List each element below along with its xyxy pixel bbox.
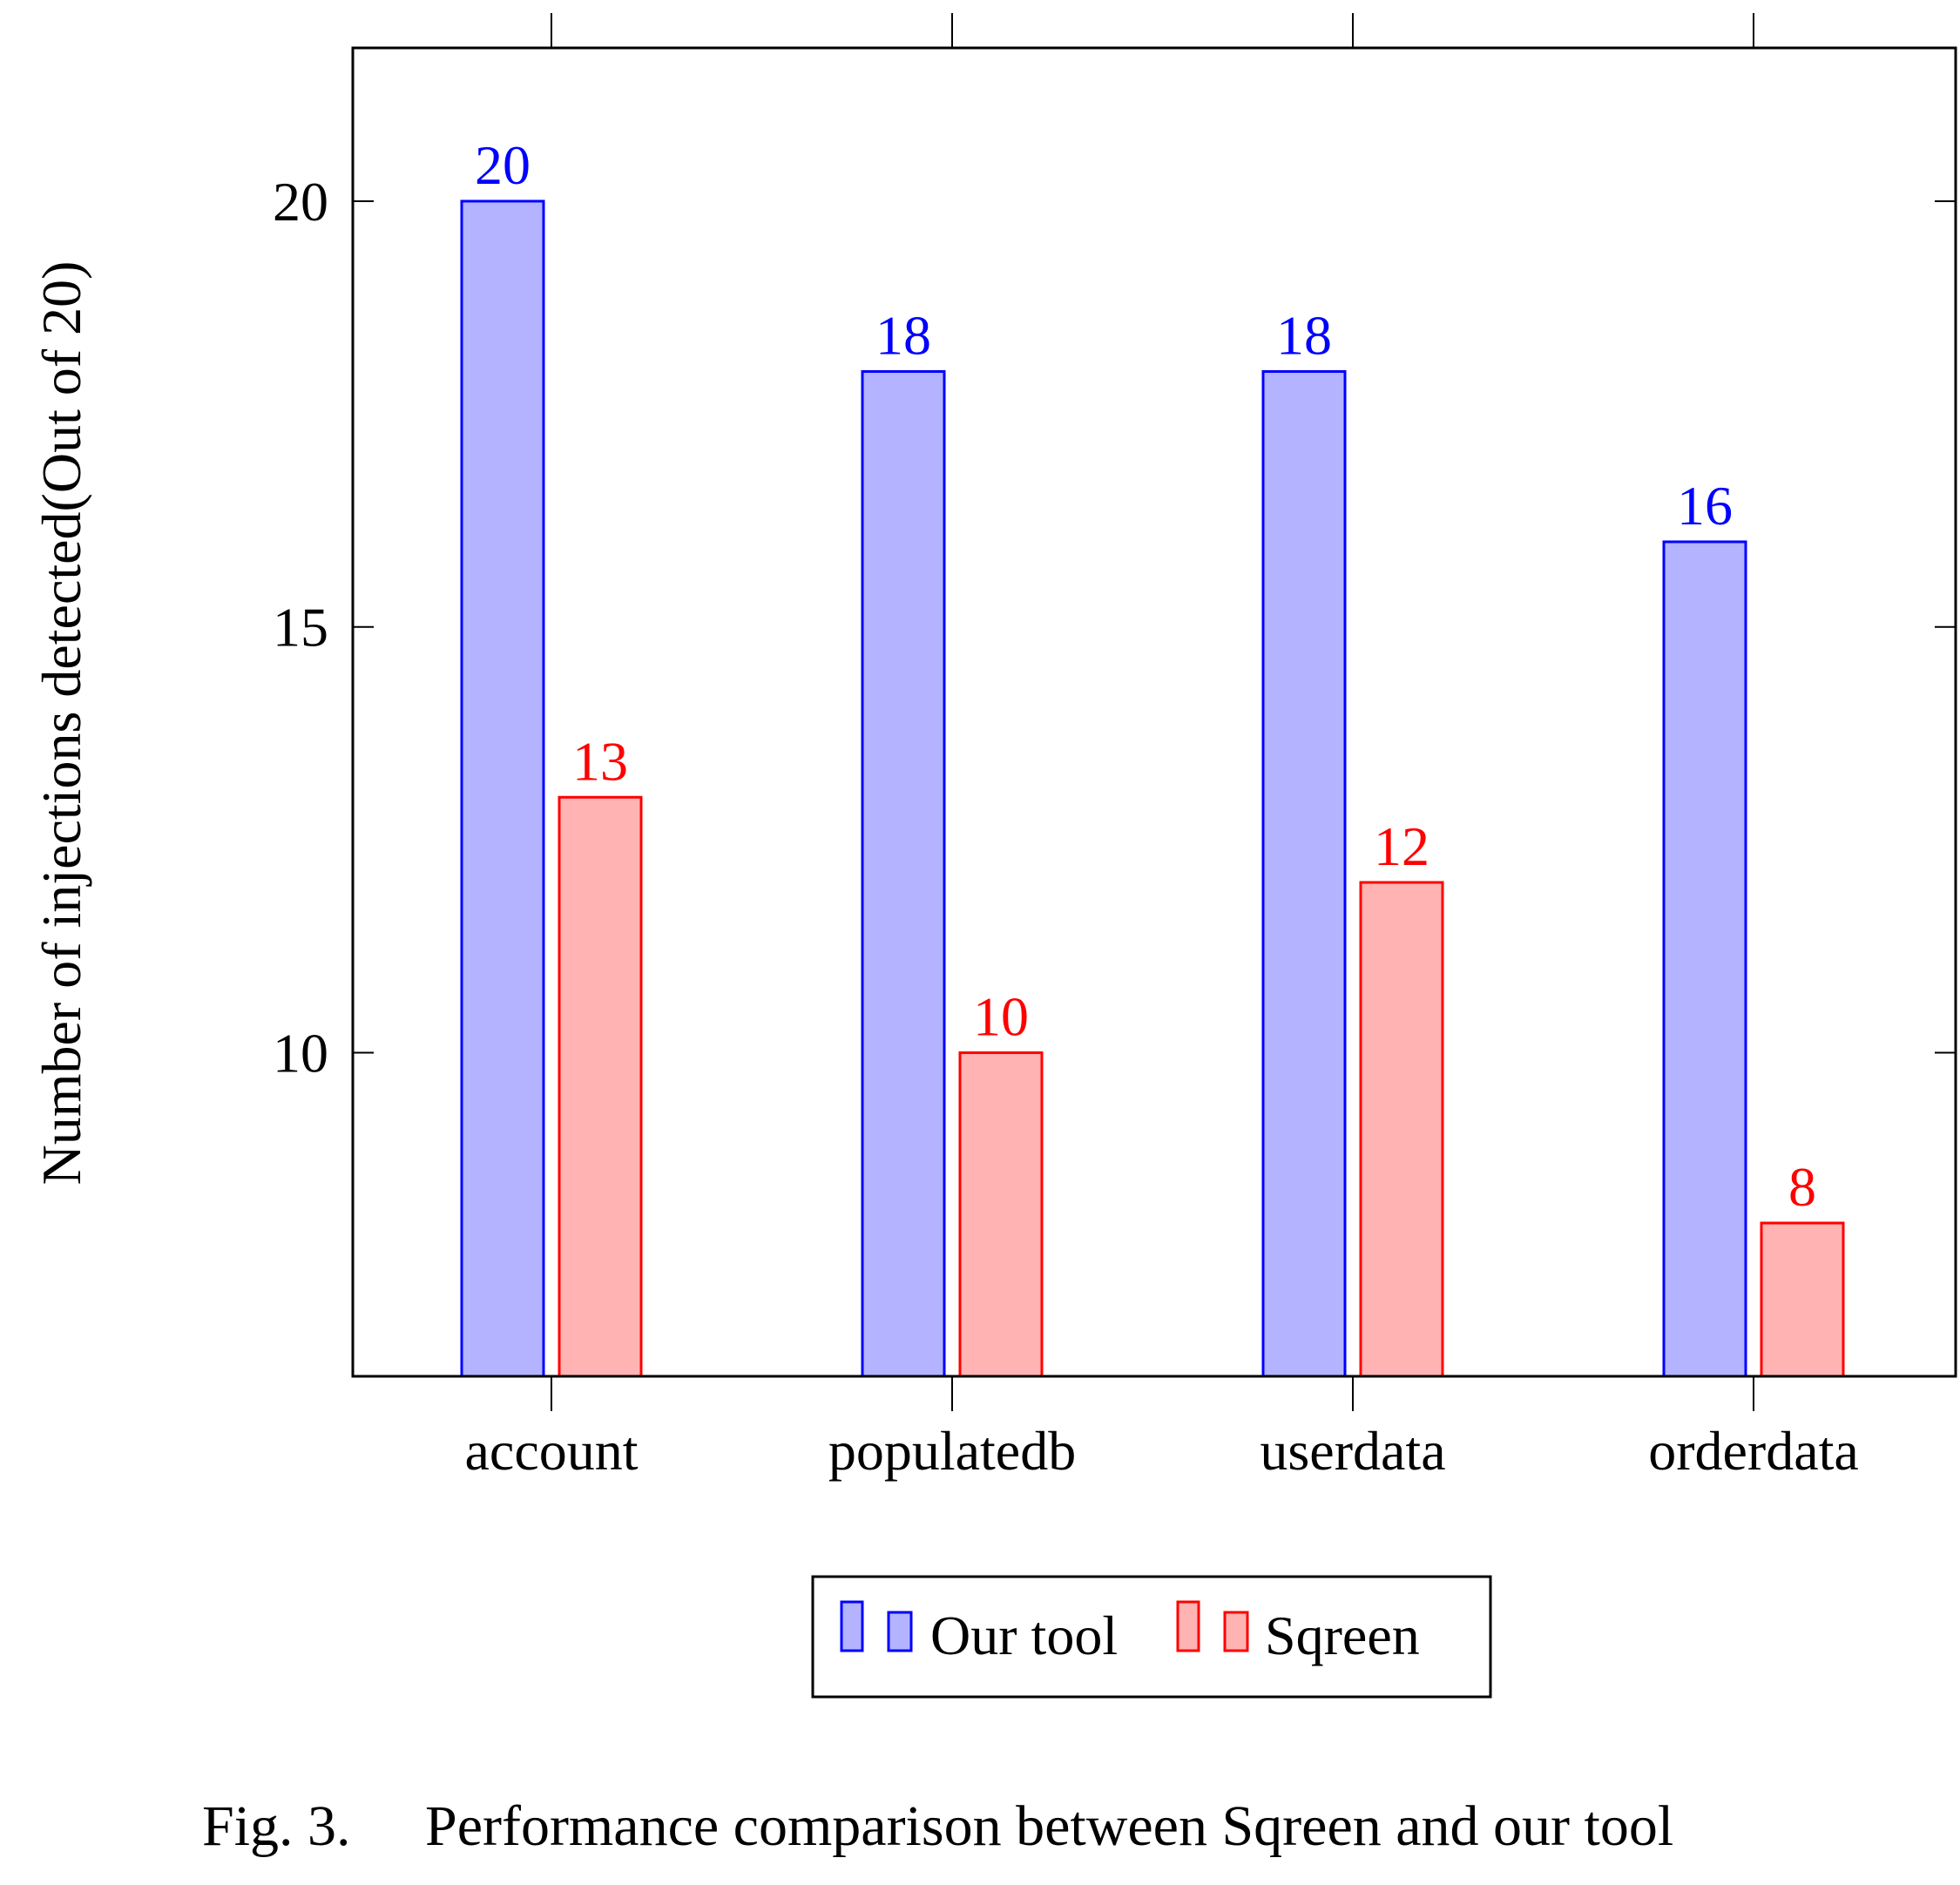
legend-label-our-tool: Our tool — [930, 1605, 1118, 1666]
y-axis-label-group: Number of injections detected(Out of 20) — [30, 261, 92, 1186]
bar-our-tool-orderdata — [1662, 540, 1747, 1378]
data-label-our-tool-orderdata: 16 — [1677, 475, 1733, 537]
data-label-our-tool-account: 20 — [475, 134, 531, 196]
y-tick-labels: 10 15 20 — [273, 171, 328, 1084]
bar-our-tool-userdata — [1261, 369, 1347, 1378]
legend-items: Our tool Sqreen — [840, 1600, 1420, 1666]
x-tick-labels: account populatedb userdata orderdata — [465, 1420, 1859, 1482]
bar-sqreen-orderdata — [1760, 1221, 1845, 1378]
data-labels: 20 18 18 16 13 10 12 8 — [475, 134, 1816, 1218]
bar-sqreen-populatedb — [958, 1051, 1044, 1378]
caption-text: Performance comparison between Sqreen an… — [425, 1794, 1673, 1858]
bar-sqreen-account — [558, 795, 643, 1378]
legend-box — [811, 1575, 1492, 1699]
data-label-our-tool-userdata: 18 — [1276, 304, 1332, 366]
data-label-sqreen-orderdata: 8 — [1788, 1156, 1816, 1218]
legend-label-sqreen: Sqreen — [1265, 1605, 1420, 1666]
legend-swatch-our-tool — [887, 1611, 913, 1652]
legend-swatch-our-tool-tall — [840, 1600, 864, 1652]
plot-frame — [351, 46, 1957, 1378]
y-axis-label: Number of injections detected(Out of 20) — [30, 261, 92, 1186]
y-tick-label: 15 — [273, 597, 328, 659]
axis-ticks — [353, 13, 1956, 1411]
y-tick-label: 10 — [273, 1023, 328, 1084]
figure-caption: Fig. 3. Performance comparison between S… — [202, 1794, 1673, 1858]
data-label-our-tool-populatedb: 18 — [875, 304, 931, 366]
data-label-sqreen-account: 13 — [572, 730, 628, 792]
bars — [460, 199, 1845, 1378]
legend-swatch-sqreen-tall — [1176, 1600, 1200, 1652]
x-tick-label-userdata: userdata — [1260, 1420, 1445, 1482]
x-tick-label-account: account — [465, 1420, 639, 1482]
x-tick-label-populatedb: populatedb — [828, 1420, 1076, 1482]
bar-sqreen-userdata — [1359, 881, 1444, 1378]
bar-our-tool-account — [460, 199, 545, 1378]
caption-prefix: Fig. 3. — [202, 1794, 351, 1858]
bar-our-tool-populatedb — [861, 369, 946, 1378]
x-tick-label-orderdata: orderdata — [1648, 1420, 1859, 1482]
y-tick-label: 20 — [273, 171, 328, 233]
data-label-sqreen-populatedb: 10 — [973, 986, 1029, 1048]
legend: Our tool Sqreen — [811, 1575, 1492, 1699]
legend-swatch-sqreen — [1223, 1611, 1249, 1652]
data-label-sqreen-userdata: 12 — [1374, 815, 1429, 877]
bar-chart: Number of injections detected(Out of 20)… — [30, 13, 1957, 1482]
